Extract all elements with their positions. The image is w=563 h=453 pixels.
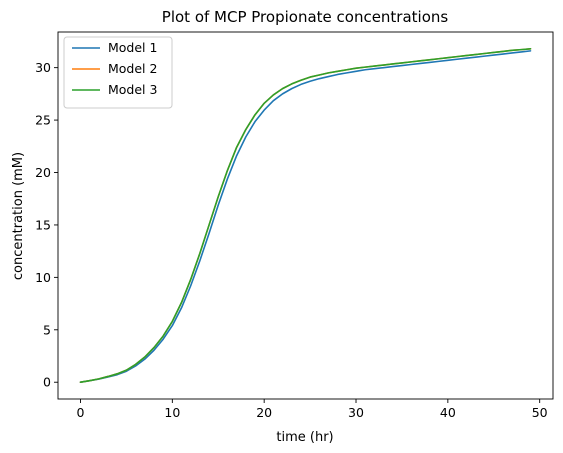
x-axis-label: time (hr) <box>276 430 333 445</box>
legend-label: Model 1 <box>108 40 157 55</box>
series-line-model-3 <box>79 47 532 384</box>
legend-label: Model 2 <box>108 61 157 76</box>
legend: Model 1 Model 2 Model 3 <box>63 36 173 109</box>
y-tick-label: 0 <box>43 375 51 390</box>
chart-title: Plot of MCP Propionate concentrations <box>162 8 449 26</box>
legend-label: Model 3 <box>108 82 157 97</box>
x-tick-label: 20 <box>256 405 272 420</box>
y-tick-label: 15 <box>35 217 51 232</box>
y-tick-label: 30 <box>35 60 51 75</box>
series-line-model-1 <box>79 50 532 384</box>
y-axis: 0 5 10 15 20 25 30 <box>35 60 58 390</box>
y-tick-label: 25 <box>35 113 51 128</box>
plot-area-frame <box>57 31 554 400</box>
y-tick-label: 20 <box>35 165 51 180</box>
x-tick-label: 30 <box>348 405 364 420</box>
x-tick-label: 10 <box>164 405 180 420</box>
x-tick-label: 0 <box>77 405 85 420</box>
y-tick-label: 5 <box>43 322 51 337</box>
y-tick-label: 10 <box>35 270 51 285</box>
x-tick-label: 40 <box>440 405 456 420</box>
x-axis: 0 10 20 30 40 50 <box>77 399 548 420</box>
y-axis-label: concentration (mM) <box>11 152 26 280</box>
series-layer <box>79 47 532 384</box>
x-tick-label: 50 <box>532 405 548 420</box>
